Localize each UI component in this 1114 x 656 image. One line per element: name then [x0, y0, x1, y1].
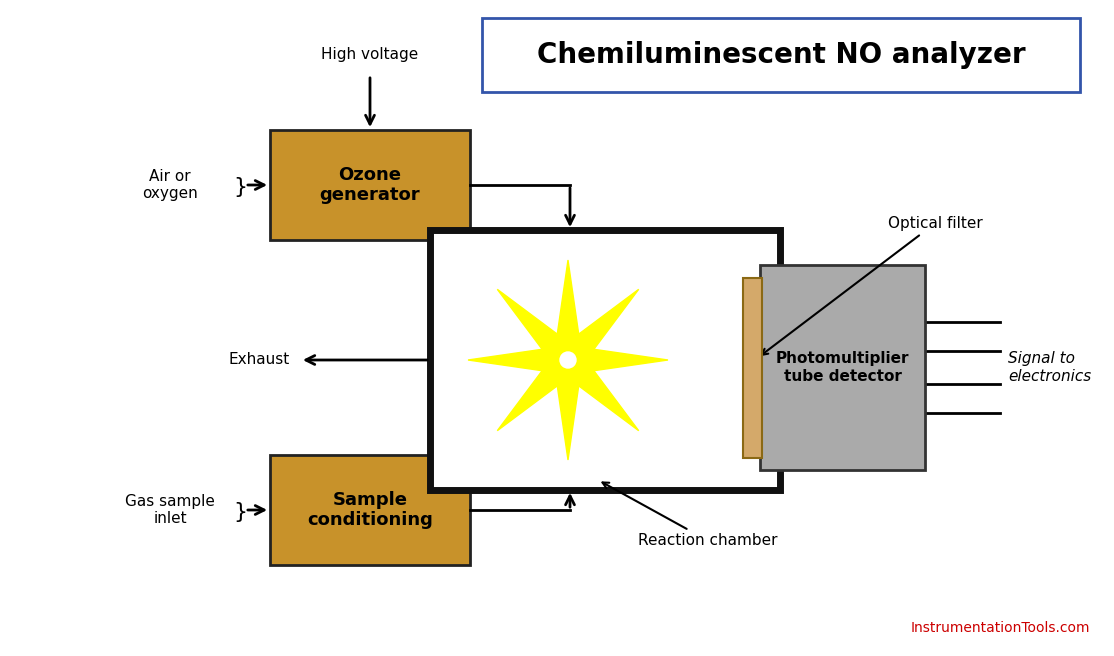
Bar	[270, 455, 470, 565]
Bar	[270, 130, 470, 240]
Text: Photomultiplier
tube detector: Photomultiplier tube detector	[775, 352, 909, 384]
Bar	[743, 278, 762, 458]
Text: Air or
oxygen: Air or oxygen	[143, 169, 198, 201]
Polygon shape	[468, 260, 668, 460]
Text: Reaction chamber: Reaction chamber	[603, 482, 778, 548]
Text: Optical filter: Optical filter	[762, 216, 983, 355]
Bar	[760, 265, 925, 470]
Bar	[430, 230, 780, 490]
Text: Signal to
electronics: Signal to electronics	[1008, 352, 1092, 384]
Text: {: {	[228, 175, 243, 195]
Bar	[482, 18, 1079, 92]
Text: Chemiluminescent NO analyzer: Chemiluminescent NO analyzer	[537, 41, 1025, 69]
Text: Ozone
generator: Ozone generator	[320, 165, 420, 205]
Text: Gas sample
inlet: Gas sample inlet	[125, 494, 215, 526]
Text: Exhaust: Exhaust	[228, 352, 290, 367]
Circle shape	[560, 352, 576, 368]
Text: Sample
conditioning: Sample conditioning	[307, 491, 433, 529]
Text: {: {	[228, 500, 243, 520]
Text: High voltage: High voltage	[321, 47, 419, 62]
Text: InstrumentationTools.com: InstrumentationTools.com	[910, 621, 1089, 635]
